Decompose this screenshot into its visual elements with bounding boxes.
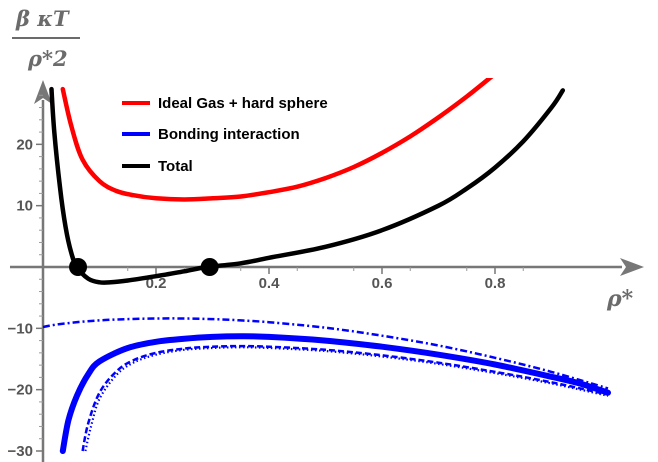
y-axis-title-numerator: β κT — [15, 6, 70, 31]
series-line-0 — [60, 78, 494, 202]
legend-item-total: Total — [122, 158, 193, 175]
legend-label-bonding: Bonding interaction — [158, 126, 300, 143]
y-axis-title-denominator: ρ*2 — [27, 46, 68, 71]
series-line-1 — [59, 333, 611, 454]
legend-item-bonding: Bonding interaction — [122, 126, 300, 143]
y-tick-label: −20 — [8, 382, 33, 399]
marker-layer — [69, 258, 219, 276]
y-axis-arrow — [34, 80, 52, 104]
series-line-3 — [81, 344, 609, 452]
x-tick-label: 0.8 — [485, 275, 506, 292]
y-tick-label: −30 — [8, 443, 33, 460]
y-tick-label: 20 — [16, 136, 33, 153]
legend-label-ideal-gas: Ideal Gas + hard sphere — [158, 95, 328, 112]
series-line-5 — [49, 86, 566, 285]
zero-crossing-marker — [200, 258, 219, 276]
x-axis-title: ρ* — [606, 286, 634, 312]
x-axis-arrow — [620, 258, 644, 276]
legend: Ideal Gas + hard sphere Bonding interact… — [122, 95, 328, 175]
legend-label-total: Total — [158, 158, 193, 175]
series-line-2 — [43, 317, 609, 390]
zero-crossing-marker — [69, 258, 88, 276]
legend-item-ideal-gas: Ideal Gas + hard sphere — [122, 95, 328, 112]
x-tick-label: 0.4 — [259, 275, 281, 292]
x-tick-label: 0.6 — [372, 275, 393, 292]
y-tick-label: 10 — [16, 198, 33, 215]
y-ticks: −30 −20 −10 10 20 — [8, 94, 43, 460]
y-tick-label: −10 — [8, 320, 33, 337]
y-axis-title: β κT ρ*2 — [12, 6, 80, 71]
series-line-4 — [84, 346, 609, 452]
series-layer — [43, 78, 611, 454]
